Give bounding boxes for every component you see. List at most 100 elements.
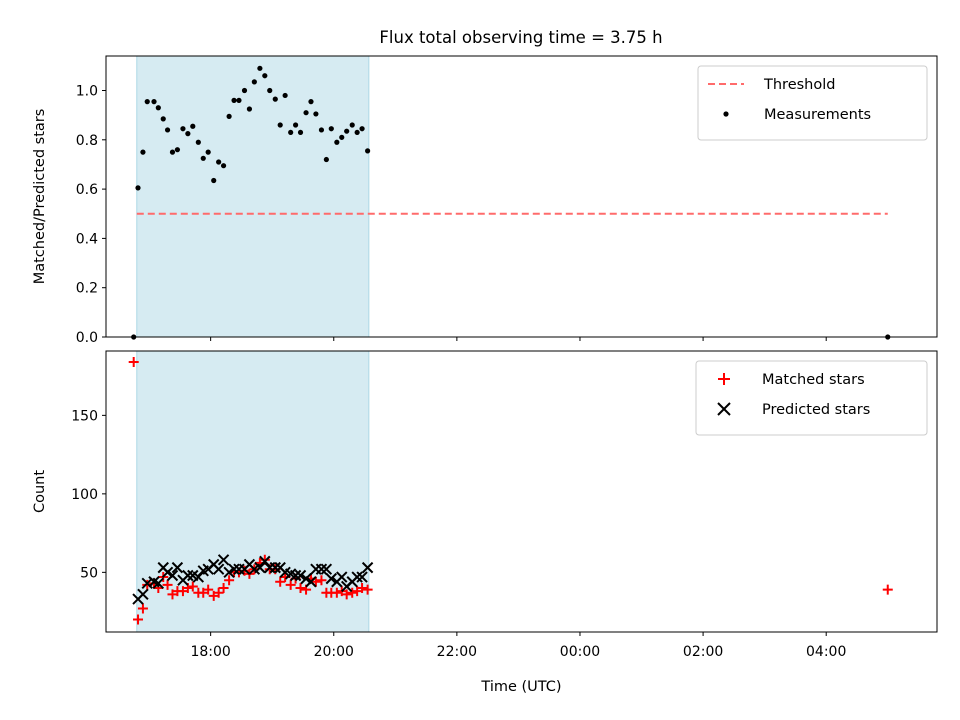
measurement-point [174,147,181,153]
measurement-point [323,156,329,163]
series-measurements [131,65,891,340]
matched-point [341,589,352,600]
measurement-point [236,97,242,103]
measurement-point [164,127,171,133]
predicted-point [320,563,333,575]
measurement-point [262,73,268,79]
matched-point [137,603,148,614]
x-tick-label: 20:00 [314,644,354,660]
y-axis-label: Count [32,470,48,513]
series-predicted-stars [132,554,374,605]
legend-label: Measurements [764,107,871,123]
y-axis-label: Matched/Predicted stars [32,109,48,285]
measurement-point [349,122,355,128]
measurement-point [151,99,157,105]
x-tick-label: 04:00 [806,644,846,660]
y-tick-label: 0.6 [76,182,98,198]
measurement-point [328,126,334,132]
measurement-point [169,149,176,155]
measurement-point [200,155,206,161]
predicted-point [315,563,328,575]
predicted-point [217,554,230,566]
observing-span [136,350,370,633]
matched-point [203,584,214,595]
x-tick-label: 02:00 [683,644,723,660]
y-tick-label: 50 [80,565,98,581]
axes-frame [105,55,938,338]
measurement-point [344,128,350,134]
measurement-point [272,96,278,102]
measurement-point [308,99,314,105]
measurement-point [144,99,150,105]
matched-point [331,587,342,598]
matched-point [162,579,173,590]
measurement-point [211,177,217,184]
y-tick-label: 0.2 [76,281,98,297]
predicted-point [305,576,317,588]
chart-title: Flux total observing time = 3.75 h [379,28,662,47]
measurement-point [318,127,325,133]
legend-measurement-swatch [723,111,729,117]
measurement-point [160,116,166,122]
axes-frame [105,350,938,633]
measurement-point [241,87,248,94]
predicted-point [361,561,374,574]
x-tick-label: 00:00 [560,644,600,660]
legend-box [697,65,928,141]
matched-point [357,583,368,594]
matched-point [362,584,373,595]
matched-point [133,614,144,625]
matched-point [213,587,224,598]
measurement-point [267,87,273,94]
measurement-point [334,139,340,145]
matched-point [275,576,286,587]
measurement-point [297,129,304,136]
predicted-point [182,569,194,582]
legend-matched-swatch [718,373,730,385]
measurement-point [288,129,294,136]
predicted-point [152,577,165,590]
predicted-point [356,571,368,583]
matched-point [218,583,229,594]
y-tick-label: 150 [71,408,98,424]
y-tick-label: 0.0 [76,330,98,346]
measurement-point [220,163,227,169]
measurement-point [303,110,309,116]
legend: Matched stars Predicted stars [695,360,928,436]
measurement-point [216,159,222,165]
legend-predicted-swatch [717,402,731,416]
predicted-point [228,563,240,575]
measurement-point [155,105,161,111]
top-panel: 0.0 0.2 0.4 0.6 0.8 1.0 Matched/Predicted star… [32,55,938,346]
legend-box [695,360,928,436]
x-axis-label: Time (UTC) [480,679,561,695]
measurement-point [339,134,345,140]
y-tick-label: 100 [71,487,98,503]
matched-point [285,579,296,590]
x-tick-label: 18:00 [190,644,230,660]
measurement-point [365,148,371,154]
predicted-point [325,572,338,585]
legend: Threshold Measurements [697,65,928,141]
measurement-point [226,113,232,119]
predicted-point [336,571,348,583]
predicted-point [269,561,281,574]
legend-label: Predicted stars [762,402,870,418]
predicted-point [294,569,307,582]
predicted-point [137,588,149,601]
bottom-panel: 50 100 150 18:00 20:00 22:00 00:00 02:00 04:00 Co… [32,350,938,695]
measurement-point [292,122,299,128]
measurement-point [205,149,211,155]
measurement-point [190,123,196,129]
observing-span [136,55,370,338]
measurement-point [282,92,288,99]
matched-point [316,575,327,586]
matched-point [347,587,358,598]
matched-point [882,584,893,595]
legend-label: Threshold [763,77,835,93]
matched-point [224,575,235,586]
measurement-point [140,149,146,155]
matched-point [128,356,139,367]
measurement-point [135,185,141,191]
